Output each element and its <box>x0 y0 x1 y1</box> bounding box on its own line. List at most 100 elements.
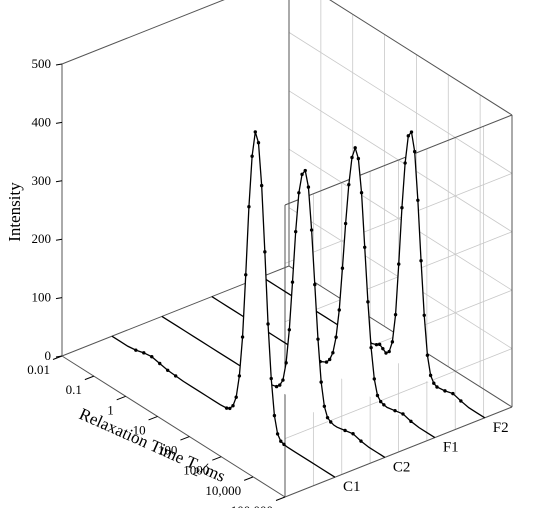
data-point <box>228 406 232 411</box>
data-point <box>334 335 338 339</box>
data-point <box>259 183 264 188</box>
data-point <box>269 376 273 381</box>
data-point <box>363 245 367 249</box>
data-point <box>350 155 354 160</box>
data-point <box>303 168 307 173</box>
x-tick-mark <box>116 395 126 401</box>
y-tick-mark <box>55 180 63 183</box>
data-point <box>240 335 245 339</box>
gridline-sidewall-horizontal <box>288 32 513 174</box>
y-tick-mark <box>55 121 63 124</box>
data-point <box>347 182 351 187</box>
data-point <box>382 403 386 407</box>
data-point <box>237 374 242 378</box>
data-point <box>224 406 229 410</box>
data-point <box>369 345 373 350</box>
data-point <box>274 384 279 389</box>
data-point <box>425 353 430 357</box>
data-point <box>400 206 404 210</box>
data-point <box>419 259 423 263</box>
data-point <box>377 342 382 347</box>
data-point <box>275 432 280 436</box>
data-point <box>393 408 397 413</box>
data-point <box>343 428 347 433</box>
data-point <box>324 360 329 364</box>
data-point <box>142 351 146 355</box>
data-point <box>319 380 323 384</box>
data-point <box>313 282 317 287</box>
data-point <box>374 342 379 347</box>
data-point <box>327 357 332 362</box>
x-tick-mark <box>275 496 286 501</box>
x-tick-mark <box>212 456 222 461</box>
data-point <box>353 146 357 150</box>
data-point <box>381 346 385 351</box>
data-point <box>432 381 436 385</box>
data-point <box>306 185 311 189</box>
data-point <box>316 337 320 341</box>
data-point <box>272 413 277 418</box>
data-point <box>309 228 314 232</box>
axis-frame-edge <box>284 406 513 498</box>
y-tick-label: 0 <box>45 348 52 363</box>
data-point <box>397 262 401 266</box>
data-point <box>443 389 447 393</box>
data-point <box>282 442 286 447</box>
x-tick-label: 0.01 <box>27 362 50 377</box>
data-point <box>158 361 162 366</box>
y-tick-label: 500 <box>32 56 52 71</box>
x-tick-mark <box>148 415 158 421</box>
data-point <box>351 432 355 436</box>
x-tick-label: 1000 <box>183 463 209 478</box>
data-point <box>451 391 455 396</box>
data-point <box>337 308 341 312</box>
data-point <box>231 404 235 408</box>
y-tick-mark <box>55 238 63 241</box>
y-tick-mark <box>55 63 63 66</box>
x-tick-mark <box>243 476 254 481</box>
data-point <box>322 404 327 408</box>
data-point <box>331 351 335 355</box>
data-point <box>165 368 170 372</box>
axis-frame-edge <box>61 0 225 65</box>
data-point <box>263 250 267 254</box>
x-tick-label: 100 <box>158 443 178 458</box>
data-point <box>401 412 405 416</box>
x-tick-label: 1 <box>107 402 114 417</box>
data-point <box>384 351 388 355</box>
x-tick-label: 0.1 <box>66 382 82 397</box>
axis-frame-edge <box>329 0 513 116</box>
x-tick-mark <box>52 355 63 360</box>
data-point <box>279 439 283 443</box>
data-point <box>409 419 413 424</box>
y-tick-label: 200 <box>32 231 52 246</box>
data-point <box>359 191 364 195</box>
data-point <box>325 415 330 420</box>
data-point <box>250 154 254 158</box>
data-point <box>435 385 439 389</box>
data-point <box>173 374 178 378</box>
data-point <box>422 313 426 317</box>
data-point <box>428 373 433 378</box>
x-tick-label: 10 <box>133 422 146 437</box>
data-point <box>293 229 298 234</box>
data-point <box>247 205 251 209</box>
gridline-sidewall-horizontal <box>329 0 513 116</box>
data-point <box>416 198 420 202</box>
axis-frame-edge <box>284 114 513 206</box>
data-point <box>290 280 295 284</box>
data-point <box>390 340 395 344</box>
data-point <box>375 393 380 398</box>
data-point <box>412 149 417 154</box>
data-point <box>150 355 154 359</box>
axis-frame-edge <box>61 355 286 498</box>
data-point <box>287 328 292 332</box>
data-point <box>134 348 138 352</box>
y-tick-label: 400 <box>32 114 52 129</box>
data-point <box>266 322 270 326</box>
gridline-backwall-horizontal <box>284 348 513 439</box>
data-point <box>406 134 411 138</box>
data-point <box>356 156 361 161</box>
x-tick-mark <box>180 436 190 441</box>
